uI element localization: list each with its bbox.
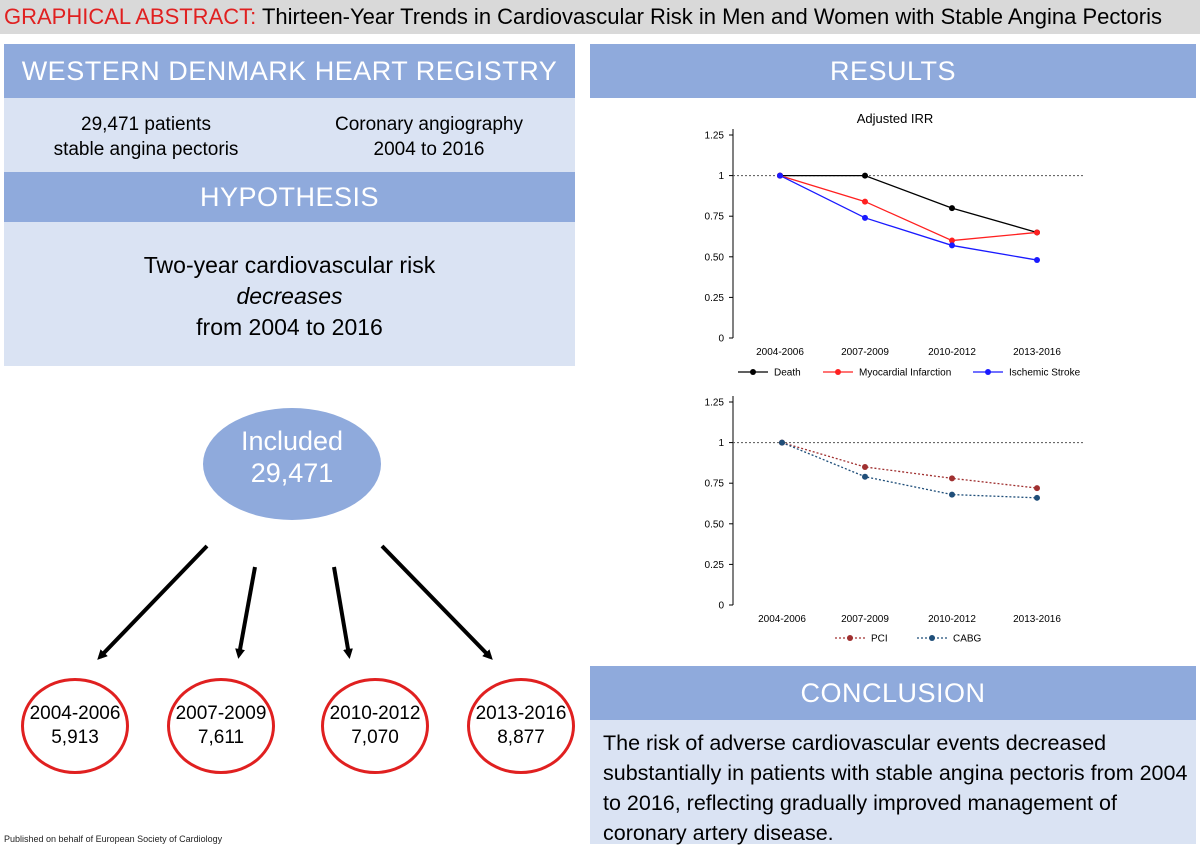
angiography-label: Coronary angiography: [334, 114, 523, 135]
hypothesis-line-2: decreases: [236, 283, 343, 309]
series-line: [780, 174, 1038, 234]
arrow-to-2004-2006: [97, 544, 209, 660]
legend-swatch-marker: [929, 635, 935, 641]
data-point: [949, 205, 955, 212]
data-point: [862, 214, 868, 221]
period-years: 2004-2006: [29, 703, 121, 724]
period-years: 2010-2012: [329, 703, 421, 724]
x-tick-label: 2010-2012: [928, 347, 976, 358]
data-point: [862, 198, 868, 205]
data-point: [949, 242, 955, 249]
legend-swatch-marker: [847, 635, 853, 641]
period-2007-2009: 2007-2009 7,611: [167, 678, 275, 774]
period-count: 5,913: [51, 727, 99, 748]
y-tick-label: 0: [718, 334, 724, 345]
period-count: 8,877: [497, 727, 545, 748]
legend-label: Myocardial Infarction: [859, 368, 951, 379]
y-tick-label: 0.25: [705, 293, 725, 304]
period-years: 2013-2016: [475, 703, 567, 724]
y-tick-label: 0.25: [705, 560, 725, 571]
patients-condition: stable angina pectoris: [53, 139, 239, 160]
conclusion-panel: The risk of adverse cardiovascular event…: [590, 720, 1196, 845]
registry-panel: 29,471 patients stable angina pectoris C…: [4, 98, 575, 172]
series-line: [779, 175, 1038, 261]
publisher-footer: Published on behalf of European Society …: [4, 834, 223, 844]
y-tick-label: 1: [718, 171, 724, 182]
y-tick-label: 0.75: [705, 212, 725, 223]
included-label: Included: [240, 426, 344, 456]
angiography-years: 2004 to 2016: [373, 139, 485, 160]
patients-count: 29,471 patients: [81, 114, 211, 135]
data-point: [949, 491, 955, 498]
x-tick-label: 2007-2009: [841, 614, 889, 625]
title-text: Thirteen-Year Trends in Cardiovascular R…: [261, 4, 1162, 29]
period-count: 7,611: [197, 727, 245, 748]
y-tick-label: 1.25: [705, 398, 725, 409]
data-point: [1034, 485, 1040, 492]
hypothesis-text: Two-year cardiovascular risk decreases f…: [4, 250, 575, 343]
included-ellipse: Included 29,471: [203, 408, 381, 520]
x-tick-label: 2013-2016: [1013, 347, 1061, 358]
x-tick-label: 2004-2006: [758, 614, 806, 625]
angiography-stat: Coronary angiography 2004 to 2016: [309, 112, 549, 162]
data-point: [862, 172, 868, 179]
arrow-to-2013-2016: [380, 544, 493, 660]
y-tick-label: 0.75: [705, 479, 725, 490]
period-years: 2007-2009: [175, 703, 267, 724]
y-tick-label: 0.50: [705, 519, 725, 530]
series-line: [781, 441, 1038, 499]
series-line: [781, 441, 1038, 489]
conclusion-heading: CONCLUSION: [590, 666, 1196, 720]
data-point: [862, 463, 868, 470]
y-tick-label: 0.50: [705, 252, 725, 263]
legend-label: Death: [774, 368, 801, 379]
x-tick-label: 2013-2016: [1013, 614, 1061, 625]
hypothesis-panel: Two-year cardiovascular risk decreases f…: [4, 222, 575, 366]
title-prefix: GRAPHICAL ABSTRACT:: [4, 4, 257, 29]
data-point: [862, 473, 868, 480]
series-line: [779, 174, 1038, 242]
hypothesis-heading: HYPOTHESIS: [4, 172, 575, 222]
x-tick-label: 2010-2012: [928, 614, 976, 625]
chart-title: Adjusted IRR: [857, 111, 934, 126]
data-point: [1034, 257, 1040, 264]
period-2013-2016: 2013-2016 8,877: [467, 678, 575, 774]
adjusted-irr-chart: Adjusted IRR 0 0.25 0.50 0.75 1 1.25 2004-2006 2…: [705, 111, 1085, 379]
period-2004-2006: 2004-2006 5,913: [21, 678, 129, 774]
legend-label: CABG: [953, 634, 982, 645]
period-2010-2012: 2010-2012 7,070: [321, 678, 429, 774]
data-point: [949, 475, 955, 482]
results-heading: RESULTS: [590, 44, 1196, 98]
x-tick-label: 2007-2009: [841, 347, 889, 358]
graphical-abstract-title: GRAPHICAL ABSTRACT: Thirteen-Year Trends…: [0, 0, 1200, 34]
data-point: [949, 237, 955, 244]
arrow-to-2010-2012: [332, 566, 353, 659]
included-count: 29,471: [250, 458, 334, 488]
legend-label: PCI: [871, 634, 888, 645]
y-tick-label: 1.25: [705, 131, 725, 142]
data-point: [777, 172, 783, 179]
patients-stat: 29,471 patients stable angina pectoris: [26, 112, 266, 162]
y-tick-label: 0: [718, 601, 724, 612]
period-count: 7,070: [351, 727, 399, 748]
legend-label: Ischemic Stroke: [1009, 368, 1081, 379]
revascularization-chart: 0 0.25 0.50 0.75 1 1.25 2004-2006 2007-2009 2010…: [705, 396, 1085, 645]
hypothesis-line-1: Two-year cardiovascular risk: [143, 252, 436, 278]
y-tick-label: 1: [718, 438, 724, 449]
legend-swatch-marker: [985, 369, 991, 375]
hypothesis-line-3: from 2004 to 2016: [196, 314, 383, 340]
legend-swatch-marker: [835, 369, 841, 375]
flow-arrows: [97, 544, 493, 660]
data-point: [779, 439, 785, 446]
legend-swatch-marker: [750, 369, 756, 375]
data-point: [1034, 494, 1040, 501]
conclusion-text: The risk of adverse cardiovascular event…: [603, 731, 1188, 845]
arrow-to-2007-2009: [235, 566, 257, 659]
x-tick-label: 2004-2006: [756, 347, 804, 358]
registry-heading: WESTERN DENMARK HEART REGISTRY: [4, 44, 575, 98]
data-point: [1034, 229, 1040, 236]
